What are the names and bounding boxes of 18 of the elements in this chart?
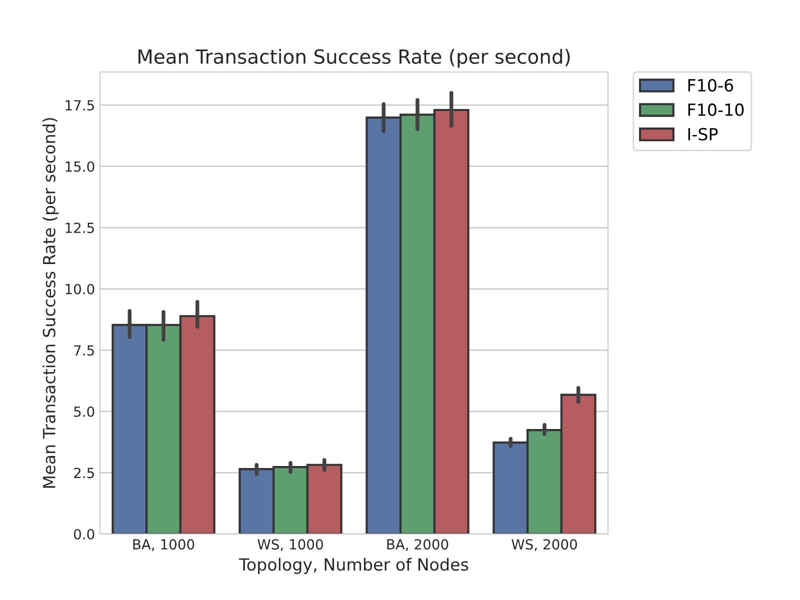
x-axis-title: Topology, Number of Nodes (238, 558, 468, 574)
chart-title: Mean Transaction Success Rate (per second) (138, 48, 570, 68)
y-tick-label: 10.0 (66, 284, 94, 294)
y-tick-label: 2.5 (74, 468, 94, 478)
x-tick-label: WS, 2000 (512, 539, 577, 552)
y-tick-label: 12.5 (66, 222, 94, 234)
legend-label: F10-10 (688, 103, 744, 116)
y-tick-label: 0.0 (74, 528, 94, 540)
y-axis-title: Mean Transaction Success Rate (per second) (42, 118, 59, 488)
x-tick-label: WS, 1000 (258, 539, 323, 552)
legend-label: I-SP (688, 128, 718, 140)
x-tick-label: BA, 1000 (133, 539, 194, 552)
legend-label: F10-6 (688, 78, 734, 92)
y-tick-label: 5.0 (74, 406, 94, 417)
x-tick-label: BA, 2000 (387, 539, 448, 552)
y-tick-label: 15.0 (66, 161, 94, 172)
y-tick-label: 7.5 (74, 345, 94, 356)
y-tick-label: 17.5 (66, 100, 94, 111)
